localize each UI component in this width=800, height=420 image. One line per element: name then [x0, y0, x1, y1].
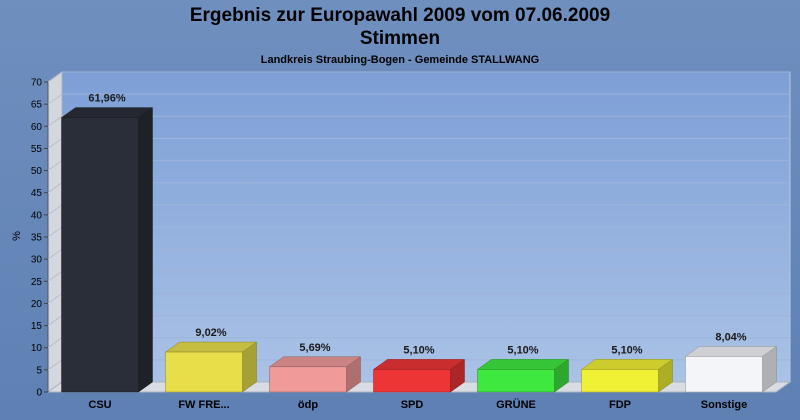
bar — [269, 366, 347, 393]
bar-top — [684, 346, 778, 357]
y-tick-label: 5 — [36, 365, 42, 376]
bar-value-label: 5,10% — [403, 344, 434, 356]
gridline-side — [47, 337, 63, 349]
bar — [61, 117, 139, 393]
bar-value-label: 5,10% — [611, 344, 642, 356]
gridline-side — [47, 359, 63, 371]
y-tick-label: 30 — [31, 255, 43, 266]
y-tick-label: 0 — [36, 388, 42, 399]
chart-subtitle: Landkreis Straubing-Bogen - Gemeinde STA… — [260, 54, 540, 66]
bar-value-label: 5,69% — [299, 342, 330, 354]
bar-value-label: 61,96% — [88, 93, 126, 105]
bar — [685, 356, 763, 393]
y-tick-label: 10 — [31, 343, 43, 354]
gridline-side — [47, 182, 63, 194]
y-tick-label: 25 — [31, 277, 43, 288]
gridline-side — [47, 226, 63, 238]
gridline-side — [47, 315, 63, 326]
gridline-side — [47, 138, 63, 149]
y-tick-label: 15 — [31, 321, 43, 332]
x-tick-label: CSU — [88, 399, 111, 411]
y-tick-label: 40 — [31, 210, 43, 221]
x-tick-label: FW FRE... — [178, 399, 229, 411]
bar — [373, 369, 451, 393]
y-tick-label: 60 — [31, 122, 43, 133]
gridline-side — [47, 160, 63, 171]
gridline-side — [47, 204, 63, 216]
chart-title-second-line: Stimmen — [359, 28, 441, 49]
bar-side — [138, 107, 153, 393]
y-tick-label: 50 — [31, 166, 43, 177]
bar-top — [60, 107, 154, 118]
gridline-side — [47, 270, 63, 282]
bar-value-label: 5,10% — [507, 344, 538, 356]
y-tick-label: 35 — [31, 233, 43, 244]
bar-top — [580, 359, 674, 370]
x-tick-label: ödp — [298, 399, 318, 411]
chart-header: Ergebnis zur Europawahl 2009 vom 07.06.2… — [0, 4, 800, 68]
y-tick-label: 70 — [31, 78, 43, 89]
bar-value-label: 9,02% — [195, 327, 226, 339]
gridline-side — [47, 71, 63, 83]
gridline-side — [47, 93, 63, 105]
chart-title: Ergebnis zur Europawahl 2009 vom 07.06.2… — [189, 5, 611, 26]
x-tick-label: GRÜNE — [496, 398, 536, 411]
bar-top — [268, 356, 362, 368]
bar-top — [372, 359, 466, 370]
y-tick-label: 55 — [31, 144, 43, 155]
y-axis-label: % — [11, 231, 23, 241]
bar — [165, 351, 243, 393]
x-tick-label: Sonstige — [701, 399, 747, 411]
x-tick-label: FDP — [609, 399, 631, 411]
gridline-side — [47, 248, 63, 260]
x-tick-label: SPD — [401, 399, 424, 411]
bar-top — [476, 359, 570, 370]
y-tick-label: 20 — [31, 299, 43, 310]
y-tick-label: 65 — [31, 100, 43, 111]
bar-top — [164, 341, 258, 353]
gridline-side — [47, 293, 63, 304]
y-tick-label: 45 — [31, 188, 43, 199]
bar-value-label: 8,04% — [715, 331, 746, 343]
gridline-side — [47, 115, 63, 127]
bar — [581, 369, 659, 393]
bar — [477, 369, 555, 393]
